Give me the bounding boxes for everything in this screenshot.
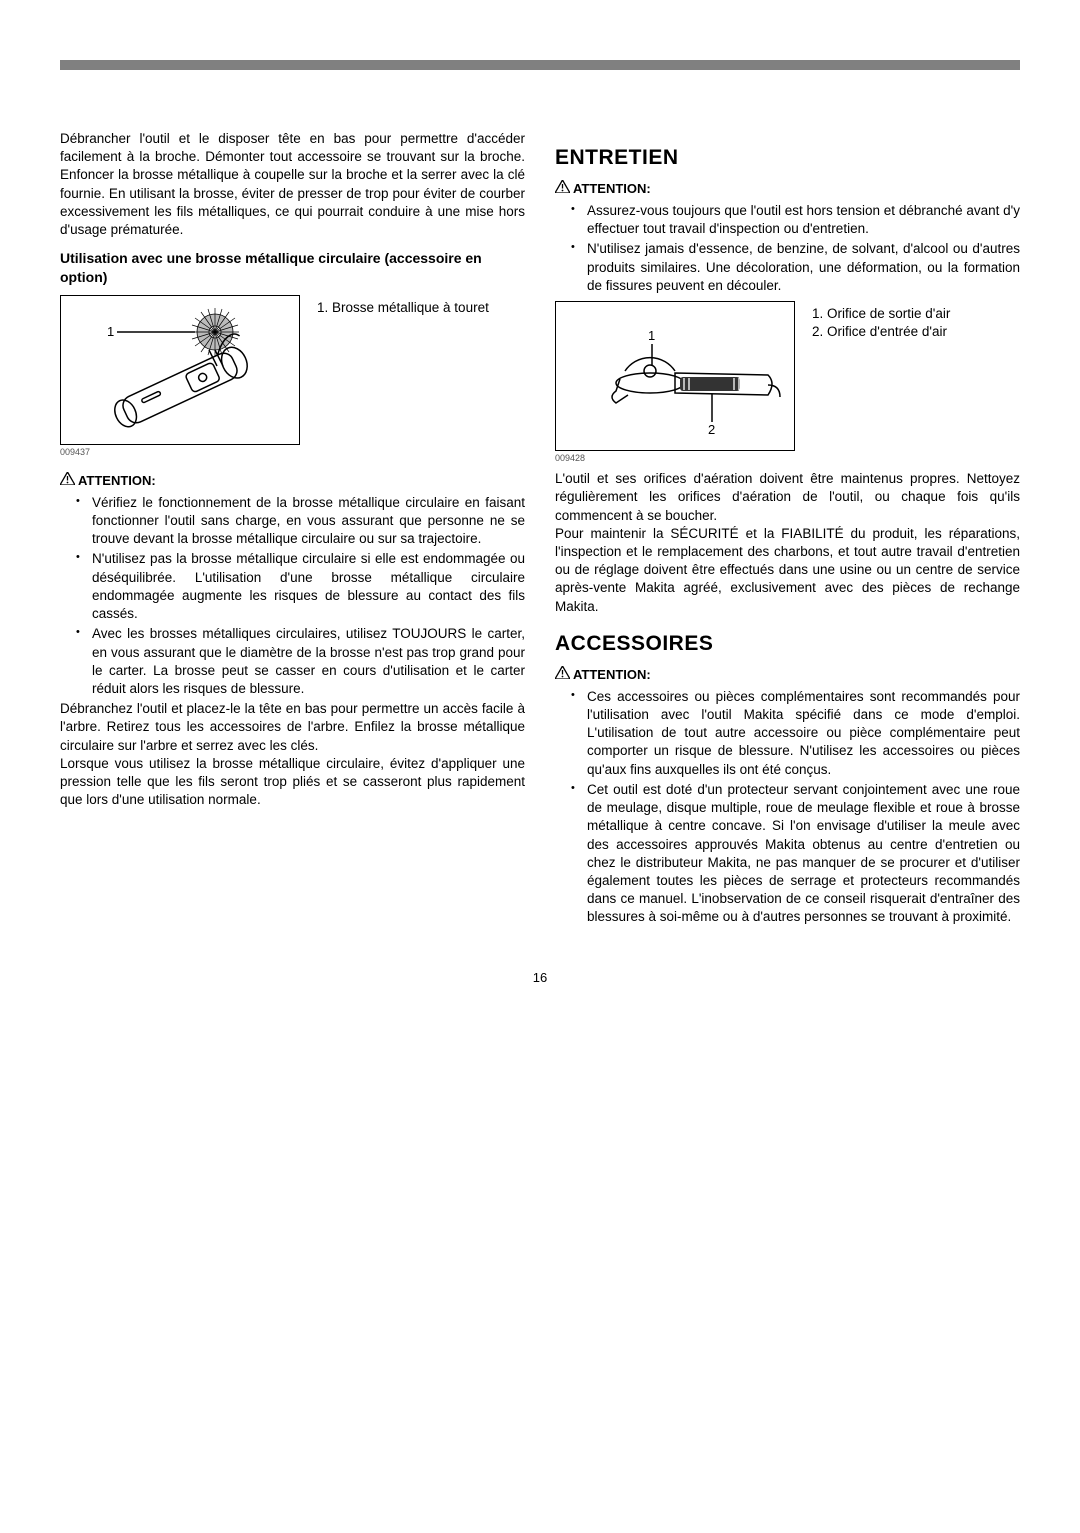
grinder-vents-illustration: 1 2 [560, 306, 790, 446]
figure-code-2: 009428 [555, 452, 795, 464]
attention-bullets-right-2: Ces accessoires ou pièces complémentaire… [555, 688, 1020, 927]
attention-label: ATTENTION: [573, 180, 651, 198]
figure-legend-1: Brosse métallique à touret [314, 295, 489, 317]
warning-icon [555, 666, 570, 684]
figure-box-vents: 1 2 [555, 301, 795, 451]
figure-row-1: 1 [60, 295, 525, 464]
subheading-brush: Utilisation avec une brosse métallique c… [60, 249, 525, 287]
warning-icon [555, 180, 570, 198]
legend-item: Brosse métallique à touret [332, 299, 489, 317]
figure-code-1: 009437 [60, 446, 300, 458]
bullet-item: Avec les brosses métalliques circulaires… [92, 625, 525, 698]
attention-label: ATTENTION: [573, 666, 651, 684]
two-column-layout: Débrancher l'outil et le disposer tête e… [60, 130, 1020, 929]
intro-paragraph: Débrancher l'outil et le disposer tête e… [60, 130, 525, 239]
bullet-item: N'utilisez pas la brosse métallique circ… [92, 550, 525, 623]
paragraph: Pour maintenir la SÉCURITÉ et la FIABILI… [555, 525, 1020, 616]
attention-heading-3: ATTENTION: [555, 666, 1020, 684]
grinder-brush-illustration: 1 [65, 300, 295, 440]
paragraph: L'outil et ses orifices d'aération doive… [555, 470, 1020, 525]
right-column: ENTRETIEN ATTENTION: Assurez-vous toujou… [555, 130, 1020, 929]
paragraph: Débranchez l'outil et placez-le la tête … [60, 700, 525, 755]
warning-icon [60, 472, 75, 490]
legend-item: Orifice de sortie d'air [827, 305, 950, 323]
left-column: Débrancher l'outil et le disposer tête e… [60, 130, 525, 929]
section-entretien: ENTRETIEN [555, 144, 1020, 172]
figure-legend-2: Orifice de sortie d'air Orifice d'entrée… [809, 301, 950, 341]
page-number: 16 [60, 969, 1020, 987]
svg-text:2: 2 [708, 422, 715, 437]
attention-bullets-left: Vérifiez le fonctionnement de la brosse … [60, 494, 525, 698]
attention-heading-2: ATTENTION: [555, 180, 1020, 198]
header-rule [60, 60, 1020, 70]
svg-text:1: 1 [107, 324, 114, 339]
paragraph: Lorsque vous utilisez la brosse métalliq… [60, 755, 525, 810]
attention-bullets-right-1: Assurez-vous toujours que l'outil est ho… [555, 202, 1020, 295]
bullet-item: Vérifiez le fonctionnement de la brosse … [92, 494, 525, 549]
figure-row-2: 1 2 [555, 301, 1020, 470]
bullet-item: N'utilisez jamais d'essence, de benzine,… [587, 240, 1020, 295]
section-accessoires: ACCESSOIRES [555, 630, 1020, 658]
figure-box-brush: 1 [60, 295, 300, 445]
attention-label: ATTENTION: [78, 472, 156, 490]
bullet-item: Cet outil est doté d'un protecteur serva… [587, 781, 1020, 927]
svg-text:1: 1 [648, 328, 655, 343]
bullet-item: Ces accessoires ou pièces complémentaire… [587, 688, 1020, 779]
legend-item: Orifice d'entrée d'air [827, 323, 950, 341]
attention-heading-1: ATTENTION: [60, 472, 525, 490]
bullet-item: Assurez-vous toujours que l'outil est ho… [587, 202, 1020, 238]
